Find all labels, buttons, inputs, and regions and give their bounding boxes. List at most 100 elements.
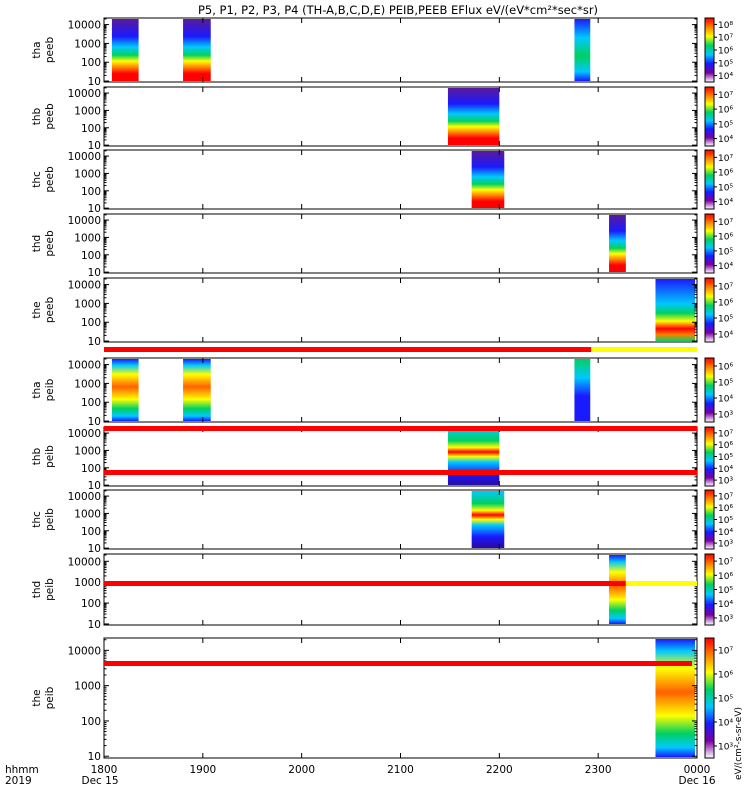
colorbar-tick-label: 10³ (718, 743, 733, 753)
panel-frame (103, 637, 698, 759)
panel-frame (103, 86, 698, 147)
colorbar-tick-label: 10⁶ (718, 106, 733, 116)
panel-label-product: peib (44, 445, 56, 468)
colorbar-tick-label: 10⁷ (718, 558, 733, 568)
date-start-label: Dec 15 (81, 775, 118, 787)
spectrogram-block (574, 19, 591, 81)
colorbar-tick-label: 10⁴ (718, 198, 733, 208)
x-tick-label: 1800 (91, 764, 118, 776)
colorbar (704, 553, 715, 626)
mode-bar (104, 661, 693, 666)
spectrogram-panel: 10 100 1000 10000 thc peeb 10⁴ 10⁵ 10⁶ 10⁷ (31, 149, 733, 215)
y-tick-label: 10000 (68, 20, 101, 32)
spectrogram-panel: 10 100 1000 10000 the peeb 10⁴ 10⁵ 10⁶ 10⁷ (31, 277, 733, 348)
colorbar-tick-label: 10⁴ (718, 135, 733, 145)
panel-label-product: peeb (44, 37, 56, 64)
colorbar (704, 357, 715, 423)
colorbar-tick-label: 10⁶ (718, 299, 733, 309)
y-tick-label: 1000 (74, 378, 101, 390)
panel-label-probe: the (31, 689, 43, 706)
mode-bar (104, 347, 697, 352)
y-tick-label: 10 (88, 751, 101, 763)
y-tick-label: 10 (88, 543, 101, 555)
y-tick-label: 1000 (74, 38, 101, 50)
mode-bar-segment (591, 347, 697, 352)
x-tick-label: 0000 (684, 764, 711, 776)
y-tick-label: 10 (88, 140, 101, 152)
panel-label-product: peeb (44, 230, 56, 257)
panel-label-probe: the (31, 301, 43, 318)
colorbar-tick-label: 10⁴ (718, 72, 733, 82)
panel-label-probe: thb (31, 447, 43, 465)
y-tick-label: 10 (88, 336, 101, 348)
colorbar-tick-label: 10⁷ (718, 647, 733, 657)
mode-bar-stack (104, 347, 697, 666)
colorbar-tick-label: 10⁵ (718, 453, 733, 463)
spectrogram-block (447, 88, 500, 145)
colorbar (704, 17, 715, 83)
panel-label-probe: thc (31, 511, 43, 528)
colorbar-tick-label: 10⁵ (718, 183, 733, 193)
axis-time-label: hhmm (5, 764, 39, 776)
y-tick-label: 100 (81, 397, 101, 409)
spectrogram-panel: 10 100 1000 10000 thd peeb 10⁴ 10⁵ 10⁶ 10⁷ (31, 213, 733, 279)
mode-bar-segment (625, 581, 697, 586)
colorbar-tick-label: 10⁵ (718, 586, 733, 596)
spectrogram-block (471, 151, 505, 208)
mode-bar (104, 470, 697, 475)
mode-bar (104, 581, 697, 586)
colorbar-tick-label: 10⁵ (718, 59, 733, 69)
colorbar-tick-label: 10⁷ (718, 429, 733, 439)
colorbar-tick-label: 10⁶ (718, 233, 733, 243)
colorbar-tick-label: 10⁵ (718, 247, 733, 257)
figure-title: P5, P1, P2, P3, P4 (TH-A,B,C,D,E) PEIB,P… (198, 3, 598, 17)
panel-label-probe: thc (31, 171, 43, 188)
y-tick-label: 100 (81, 526, 101, 538)
y-tick-label: 1000 (74, 105, 101, 117)
colorbar (704, 213, 715, 274)
y-tick-label: 10000 (68, 645, 101, 657)
colorbar-tick-label: 10⁷ (718, 91, 733, 101)
panel-frame (103, 426, 698, 487)
panel-label-product: peeb (44, 297, 56, 324)
y-tick-label: 10 (88, 267, 101, 279)
panel-frame (103, 277, 698, 343)
spectrogram-block (574, 359, 591, 421)
colorbar-tick-label: 10⁶ (718, 169, 733, 179)
colorbar (704, 86, 715, 147)
colorbar (704, 149, 715, 210)
colorbar-tick-label: 10⁶ (718, 47, 733, 57)
colorbar-tick-label: 10⁵ (718, 120, 733, 130)
panel-label-probe: thb (31, 107, 43, 125)
colorbar-tick-label: 10⁴ (718, 331, 733, 341)
mode-bar-segment (104, 661, 693, 666)
colorbar-tick-label: 10⁷ (718, 34, 733, 44)
panel-label-probe: thd (31, 581, 43, 598)
colorbar-tick-label: 10⁵ (718, 695, 733, 705)
x-tick-label: 2100 (387, 764, 414, 776)
y-tick-label: 10000 (68, 556, 101, 568)
panel-frame (103, 553, 698, 626)
y-tick-label: 1000 (74, 168, 101, 180)
colorbar (704, 637, 715, 759)
colorbar (704, 489, 715, 550)
panel-label-product: peib (44, 508, 56, 531)
colorbar-tick-label: 10⁴ (718, 528, 733, 538)
colorbar-tick-label: 10⁷ (718, 492, 733, 502)
panel-label-probe: tha (31, 381, 43, 398)
spectrogram-panel: 10 100 1000 10000 tha peib 10³ 10⁴ 10⁵ 10⁶ (31, 357, 733, 428)
y-tick-label: 100 (81, 598, 101, 610)
colorbar-tick-label: 10³ (718, 411, 733, 421)
panel-label-product: peib (44, 378, 56, 401)
mode-bar-segment (104, 470, 697, 475)
panel-label-product: peib (44, 578, 56, 601)
colorbar-tick-label: 10⁴ (718, 600, 733, 610)
panel-label-probe: thd (31, 235, 43, 252)
panel-label-product: peeb (44, 103, 56, 130)
y-tick-label: 100 (81, 716, 101, 728)
y-tick-label: 100 (81, 57, 101, 69)
y-tick-label: 1000 (74, 298, 101, 310)
y-tick-label: 100 (81, 123, 101, 135)
y-tick-label: 1000 (74, 577, 101, 589)
colorbar-tick-label: 10³ (718, 477, 733, 487)
